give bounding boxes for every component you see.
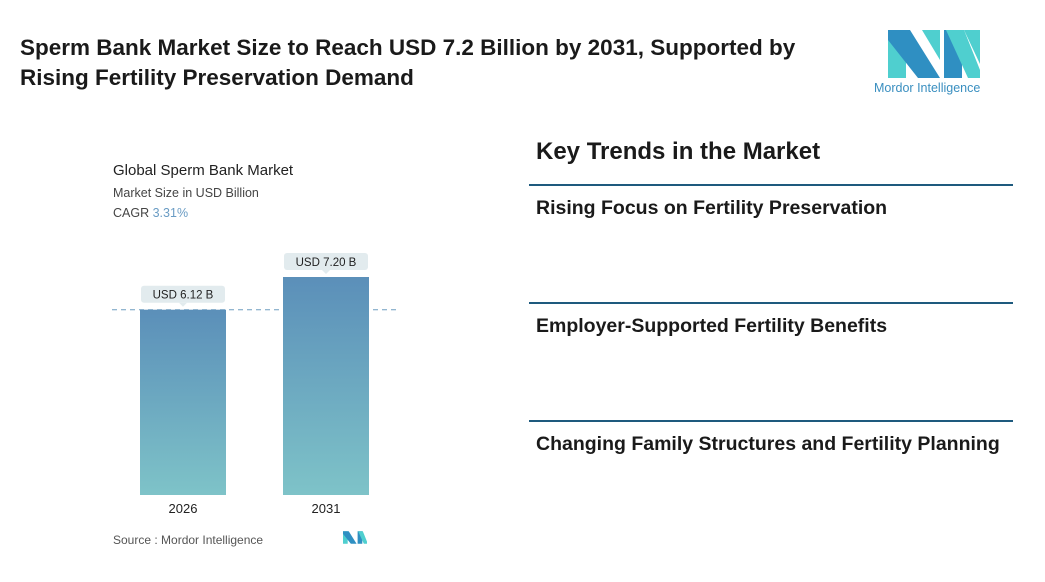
bar-2031: [283, 277, 369, 495]
x-tick-label: 2026: [169, 501, 198, 516]
data-label-pointer: [179, 302, 187, 307]
chart-cagr: CAGR 3.31%: [113, 206, 188, 220]
data-label-bg: [284, 253, 368, 270]
mordor-logo-icon: [888, 30, 980, 78]
data-label-pointer: [322, 270, 330, 274]
divider: [529, 302, 1013, 304]
mordor-small-logo-icon: [343, 531, 367, 544]
key-trends-heading: Key Trends in the Market: [536, 138, 821, 165]
cagr-value: 3.31%: [152, 206, 189, 220]
divider: [529, 184, 1013, 186]
trend-item: Rising Focus on Fertility Preservation: [536, 197, 888, 219]
data-label-bg: [141, 285, 225, 303]
x-tick-label: 2031: [312, 501, 341, 516]
page-title: Sperm Bank Market Size to Reach USD 7.2 …: [20, 35, 796, 90]
trend-item: Changing Family Structures and Fertility…: [536, 433, 1000, 455]
bar-chart: USD 6.12 B 2026 USD 7.20 B 2031: [112, 253, 400, 516]
bar-2026: [140, 309, 226, 495]
chart-title: Global Sperm Bank Market: [113, 162, 294, 179]
logo-text: Mordor Intelligence: [874, 81, 981, 95]
data-label: USD 6.12 B: [153, 290, 214, 302]
chart-subtitle: Market Size in USD Billion: [113, 186, 259, 200]
cagr-label: CAGR: [113, 206, 150, 220]
data-label: USD 7.20 B: [296, 257, 357, 269]
divider: [529, 420, 1013, 422]
chart-source: Source : Mordor Intelligence: [113, 533, 264, 547]
trend-item: Employer-Supported Fertility Benefits: [536, 315, 888, 337]
